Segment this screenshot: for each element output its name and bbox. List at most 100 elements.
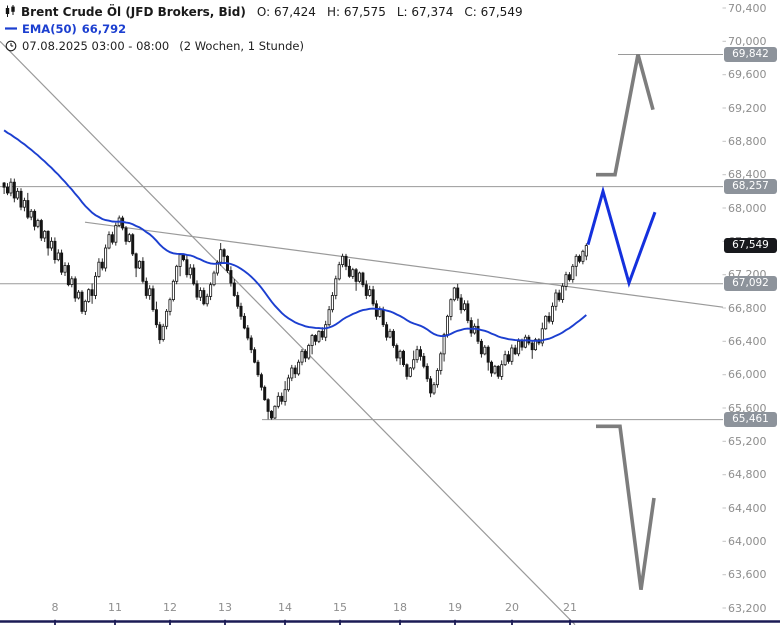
candle <box>513 344 517 356</box>
candle <box>313 334 317 346</box>
candle <box>110 231 114 245</box>
x-axis-label: 14 <box>278 601 292 614</box>
candle <box>239 302 243 320</box>
y-axis-label: 69,200 <box>728 101 767 115</box>
projection-down-zigzag[interactable] <box>596 424 656 590</box>
indicator-value: 66,792 <box>81 21 127 36</box>
candle <box>22 197 26 212</box>
candle <box>222 248 226 264</box>
price-level-badge[interactable]: 68,257 <box>724 179 777 195</box>
candle <box>479 338 483 358</box>
candle <box>540 322 544 347</box>
candle <box>12 178 16 203</box>
x-axis-label: 13 <box>218 601 232 614</box>
candle <box>561 283 565 303</box>
candle <box>253 347 257 364</box>
candle <box>107 231 111 250</box>
x-axis-label: 20 <box>505 601 519 614</box>
x-axis-label: 11 <box>108 601 122 614</box>
indicator-row[interactable]: EMA(50) 66,792 <box>5 20 523 37</box>
y-axis-label: 66,800 <box>728 301 767 315</box>
candle <box>73 276 77 302</box>
candle <box>276 392 280 409</box>
ohlc-readout: O: 67,424 H: 67,575 L: 67,374 C: 67,549 <box>246 5 523 19</box>
candle <box>56 249 60 262</box>
candle <box>347 259 351 278</box>
projection-blue-zigzag[interactable] <box>586 185 657 288</box>
candle <box>256 359 260 377</box>
y-axis-label: 64,000 <box>728 534 767 548</box>
candle <box>364 280 368 300</box>
candle <box>33 209 37 231</box>
candle <box>300 349 304 366</box>
candle <box>293 365 297 378</box>
candle <box>371 285 375 307</box>
candle <box>236 291 240 309</box>
trendline[interactable] <box>0 40 576 625</box>
close-value: C: 67,549 <box>464 4 523 19</box>
candle <box>16 188 20 200</box>
candle <box>425 363 429 382</box>
trendline[interactable] <box>84 221 724 308</box>
candle <box>168 297 172 316</box>
timestamp-row: 07.08.2025 03:00 - 08:00 (2 Wochen, 1 St… <box>5 37 523 54</box>
current-price-badge[interactable]: 67,549 <box>724 238 777 254</box>
candle <box>571 264 575 283</box>
candle <box>66 262 70 287</box>
price-level-badge[interactable]: 69,842 <box>724 47 777 62</box>
candle <box>124 226 128 245</box>
candle <box>36 218 40 229</box>
x-axis-label: 12 <box>163 601 177 614</box>
candle <box>398 349 402 365</box>
candle <box>141 257 145 284</box>
x-axis-label: 8 <box>51 601 59 614</box>
candle <box>70 276 74 288</box>
x-axis-label: 19 <box>448 601 462 614</box>
candle <box>178 253 182 277</box>
price-level-badge[interactable]: 67,092 <box>724 276 777 292</box>
candle <box>198 287 202 301</box>
candle <box>503 350 507 366</box>
chart-header: Brent Crude Öl (JFD Brokers, Bid) O: 67,… <box>5 3 523 54</box>
candle <box>547 312 551 324</box>
candle <box>154 301 158 328</box>
candle <box>551 302 555 325</box>
candle <box>148 285 152 300</box>
y-axis: 70,400 70,000 69,600 69,200 68,800 68,400 68,0… <box>728 0 780 625</box>
candle <box>185 255 189 278</box>
y-axis-label: 64,400 <box>728 501 767 515</box>
candle <box>493 364 497 375</box>
candle <box>290 364 294 382</box>
x-axis: 8 11 12 13 14 15 18 19 20 21 <box>0 601 780 623</box>
candle <box>259 372 263 391</box>
candle <box>144 277 148 299</box>
candle <box>121 215 125 231</box>
candle <box>517 338 521 357</box>
candle <box>232 279 236 297</box>
candle <box>429 376 433 398</box>
high-value: H: 67,575 <box>326 4 386 19</box>
candle <box>195 280 199 300</box>
price-level-badge[interactable]: 65,461 <box>724 412 777 428</box>
candle <box>50 237 54 251</box>
candle <box>94 272 98 300</box>
candle <box>327 306 331 327</box>
candle <box>510 344 514 365</box>
candle <box>114 222 118 246</box>
candle <box>19 188 23 211</box>
candle <box>134 252 138 278</box>
candle <box>97 258 101 278</box>
candle <box>554 289 558 311</box>
projection-up-zigzag[interactable] <box>596 54 655 177</box>
candle <box>351 267 355 279</box>
candle <box>2 182 6 194</box>
candle <box>127 232 131 243</box>
candle <box>131 233 135 256</box>
candle <box>63 262 67 276</box>
candle <box>530 341 534 359</box>
candle <box>459 294 463 314</box>
candle <box>212 270 216 287</box>
candle <box>523 334 527 349</box>
candle <box>104 244 108 272</box>
